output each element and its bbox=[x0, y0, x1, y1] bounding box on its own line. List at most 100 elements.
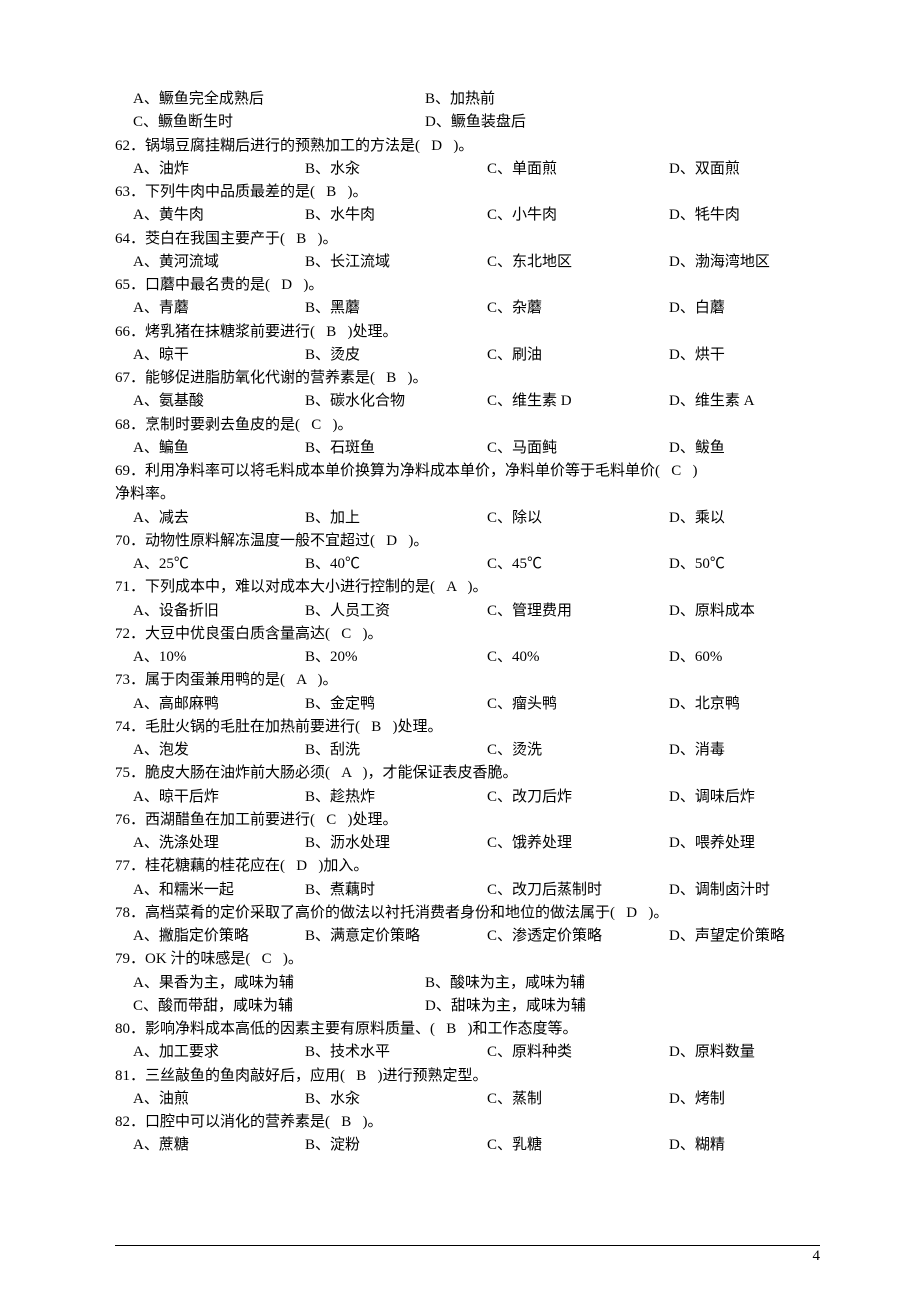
option-c: C、杂蘑 bbox=[487, 297, 669, 320]
option-d: D、鲅鱼 bbox=[669, 437, 819, 460]
option-d: D、调制卤汁时 bbox=[669, 879, 819, 902]
option-a: A、设备折旧 bbox=[115, 600, 305, 623]
option-row: A、鳊鱼B、石斑鱼C、马面鲀D、鲅鱼 bbox=[115, 437, 820, 460]
option-d: D、北京鸭 bbox=[669, 693, 819, 716]
option-b: B、煮藕时 bbox=[305, 879, 487, 902]
question-stem: 73．属于肉蛋兼用鸭的是( A )。 bbox=[115, 669, 820, 692]
question-stem: 65．口蘑中最名贵的是( D )。 bbox=[115, 274, 820, 297]
option-c: C、刷油 bbox=[487, 344, 669, 367]
option-b: B、40℃ bbox=[305, 553, 487, 576]
option-a: A、高邮麻鸭 bbox=[115, 693, 305, 716]
option-row: A、加工要求B、技术水平C、原料种类D、原料数量 bbox=[115, 1041, 820, 1064]
option-d: D、50℃ bbox=[669, 553, 819, 576]
question-stem: 67．能够促进脂肪氧化代谢的营养素是( B )。 bbox=[115, 367, 820, 390]
option-a: A、果香为主，咸味为辅 bbox=[115, 972, 425, 995]
option-d: D、原料数量 bbox=[669, 1041, 819, 1064]
option-a: A、加工要求 bbox=[115, 1041, 305, 1064]
option-a: A、撇脂定价策略 bbox=[115, 925, 305, 948]
option-d: D、消毒 bbox=[669, 739, 819, 762]
option-a: A、鳊鱼 bbox=[115, 437, 305, 460]
question-stem: 78．高档菜肴的定价采取了高价的做法以衬托消费者身份和地位的做法属于( D )。 bbox=[115, 902, 820, 925]
question-stem: 62．锅塌豆腐挂糊后进行的预熟加工的方法是( D )。 bbox=[115, 135, 820, 158]
option-d: D、原料成本 bbox=[669, 600, 819, 623]
question-stem: 81．三丝敲鱼的鱼肉敲好后，应用( B )进行预熟定型。 bbox=[115, 1065, 820, 1088]
option-c: C、烫洗 bbox=[487, 739, 669, 762]
option-b: B、水汆 bbox=[305, 158, 487, 181]
option-row: A、洗涤处理B、沥水处理C、饿养处理D、喂养处理 bbox=[115, 832, 820, 855]
prev-q-opts-row1: A、鳜鱼完全成熟后 B、加热前 bbox=[115, 88, 820, 111]
option-row: A、氨基酸B、碳水化合物C、维生素 DD、维生素 A bbox=[115, 390, 820, 413]
option-c: C、瘤头鸭 bbox=[487, 693, 669, 716]
option-a: A、黄牛肉 bbox=[115, 204, 305, 227]
option-c: C、东北地区 bbox=[487, 251, 669, 274]
option-d: D、喂养处理 bbox=[669, 832, 819, 855]
option-c: C、渗透定价策略 bbox=[487, 925, 669, 948]
option-row: A、泡发B、刮洗C、烫洗D、消毒 bbox=[115, 739, 820, 762]
option-a: A、黄河流域 bbox=[115, 251, 305, 274]
option-c: C、马面鲀 bbox=[487, 437, 669, 460]
option-row: A、黄牛肉B、水牛肉C、小牛肉D、牦牛肉 bbox=[115, 204, 820, 227]
option-b: B、满意定价策略 bbox=[305, 925, 487, 948]
option-c: C、管理费用 bbox=[487, 600, 669, 623]
option-b: B、碳水化合物 bbox=[305, 390, 487, 413]
option-row: A、高邮麻鸭B、金定鸭C、瘤头鸭D、北京鸭 bbox=[115, 693, 820, 716]
option-d: D、甜味为主，咸味为辅 bbox=[425, 995, 735, 1018]
option-d: D、白蘑 bbox=[669, 297, 819, 320]
question-stem: 77．桂花糖藕的桂花应在( D )加入。 bbox=[115, 855, 820, 878]
option-b: B、水牛肉 bbox=[305, 204, 487, 227]
option-a: A、25℃ bbox=[115, 553, 305, 576]
option-c: C、蒸制 bbox=[487, 1088, 669, 1111]
option-a: A、油煎 bbox=[115, 1088, 305, 1111]
option-b: B、酸味为主，咸味为辅 bbox=[425, 972, 735, 995]
question-stem: 66．烤乳猪在抹糖浆前要进行( B )处理。 bbox=[115, 321, 820, 344]
option-b: B、加上 bbox=[305, 507, 487, 530]
question-stem: 71．下列成本中，难以对成本大小进行控制的是( A )。 bbox=[115, 576, 820, 599]
option-d: D、声望定价策略 bbox=[669, 925, 819, 948]
option-c: C、改刀后炸 bbox=[487, 786, 669, 809]
option-c: C、维生素 D bbox=[487, 390, 669, 413]
option-c: C、小牛肉 bbox=[487, 204, 669, 227]
option-row: A、和糯米一起B、煮藕时C、改刀后蒸制时D、调制卤汁时 bbox=[115, 879, 820, 902]
question-stem: 64．茭白在我国主要产于( B )。 bbox=[115, 228, 820, 251]
option-row: A、晾干B、烫皮C、刷油D、烘干 bbox=[115, 344, 820, 367]
question-stem: 79．OK 汁的味感是( C )。 bbox=[115, 948, 820, 971]
option-c: C、乳糖 bbox=[487, 1134, 669, 1157]
option-a: A、油炸 bbox=[115, 158, 305, 181]
option-row: C、酸而带甜，咸味为辅D、甜味为主，咸味为辅 bbox=[115, 995, 820, 1018]
option-row: A、减去B、加上C、除以D、乘以 bbox=[115, 507, 820, 530]
question-stem: 72．大豆中优良蛋白质含量高达( C )。 bbox=[115, 623, 820, 646]
option-a: A、晾干 bbox=[115, 344, 305, 367]
question-stem: 75．脆皮大肠在油炸前大肠必须( A )，才能保证表皮香脆。 bbox=[115, 762, 820, 785]
option-a: A、减去 bbox=[115, 507, 305, 530]
option-b: B、烫皮 bbox=[305, 344, 487, 367]
option-a: A、泡发 bbox=[115, 739, 305, 762]
option-d: D、渤海湾地区 bbox=[669, 251, 819, 274]
option-a: A、青蘑 bbox=[115, 297, 305, 320]
question-stem-cont: 净料率。 bbox=[115, 483, 820, 506]
option-a: A、和糯米一起 bbox=[115, 879, 305, 902]
question-stem: 76．西湖醋鱼在加工前要进行( C )处理。 bbox=[115, 809, 820, 832]
option-row: A、撇脂定价策略B、满意定价策略C、渗透定价策略D、声望定价策略 bbox=[115, 925, 820, 948]
option-c: C、除以 bbox=[487, 507, 669, 530]
option-d: D、调味后炸 bbox=[669, 786, 819, 809]
option-row: A、设备折旧B、人员工资C、管理费用D、原料成本 bbox=[115, 600, 820, 623]
option-d: D、60% bbox=[669, 646, 819, 669]
option-c: C、40% bbox=[487, 646, 669, 669]
option-b: B、石斑鱼 bbox=[305, 437, 487, 460]
option-row: A、油炸B、水汆C、单面煎D、双面煎 bbox=[115, 158, 820, 181]
option-c: C、单面煎 bbox=[487, 158, 669, 181]
option-d: D、烘干 bbox=[669, 344, 819, 367]
exam-page: A、鳜鱼完全成熟后 B、加热前 C、鳜鱼断生时 D、鳜鱼装盘后 62．锅塌豆腐挂… bbox=[0, 0, 920, 1302]
option-d: D、烤制 bbox=[669, 1088, 819, 1111]
option-d: D、鳜鱼装盘后 bbox=[425, 111, 735, 134]
footer-rule bbox=[115, 1245, 820, 1246]
option-a: A、蔗糖 bbox=[115, 1134, 305, 1157]
option-c: C、酸而带甜，咸味为辅 bbox=[115, 995, 425, 1018]
option-b: B、加热前 bbox=[425, 88, 735, 111]
option-c: C、饿养处理 bbox=[487, 832, 669, 855]
option-b: B、沥水处理 bbox=[305, 832, 487, 855]
option-b: B、趁热炸 bbox=[305, 786, 487, 809]
option-a: A、10% bbox=[115, 646, 305, 669]
page-number: 4 bbox=[813, 1245, 821, 1268]
option-a: A、鳜鱼完全成熟后 bbox=[115, 88, 425, 111]
